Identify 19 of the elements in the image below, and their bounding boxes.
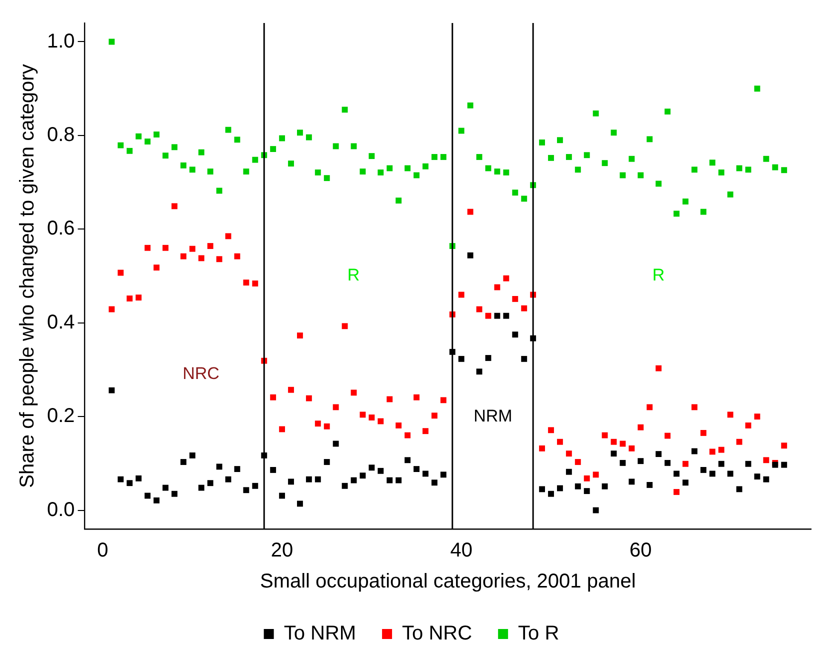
legend-label: To NRC — [402, 622, 472, 645]
annotation: NRC — [182, 364, 220, 383]
x-tick-label: 20 — [270, 540, 294, 562]
y-tick-label: 0.8 — [46, 124, 75, 146]
x-tick-label: 60 — [630, 540, 652, 562]
y-axis-title: Share of people who changed to given category — [16, 64, 39, 488]
y-tick-label: 1.0 — [46, 30, 75, 52]
legend-label: To NRM — [284, 622, 356, 645]
y-tick-label: 0.6 — [46, 218, 75, 240]
x-tick-label: 40 — [450, 540, 472, 562]
y-tick-label: 0.2 — [46, 405, 75, 428]
annotation: R — [652, 266, 665, 285]
legend-label: To R — [518, 622, 560, 645]
annotation: R — [347, 266, 360, 285]
x-axis-title: Small occupational categories, 2001 panel — [260, 570, 636, 593]
annotation: NRM — [474, 406, 512, 426]
y-tick-label: 0.4 — [46, 311, 75, 334]
x-tick-label: 0 — [97, 540, 108, 562]
y-tick-label: 0.0 — [46, 498, 75, 521]
